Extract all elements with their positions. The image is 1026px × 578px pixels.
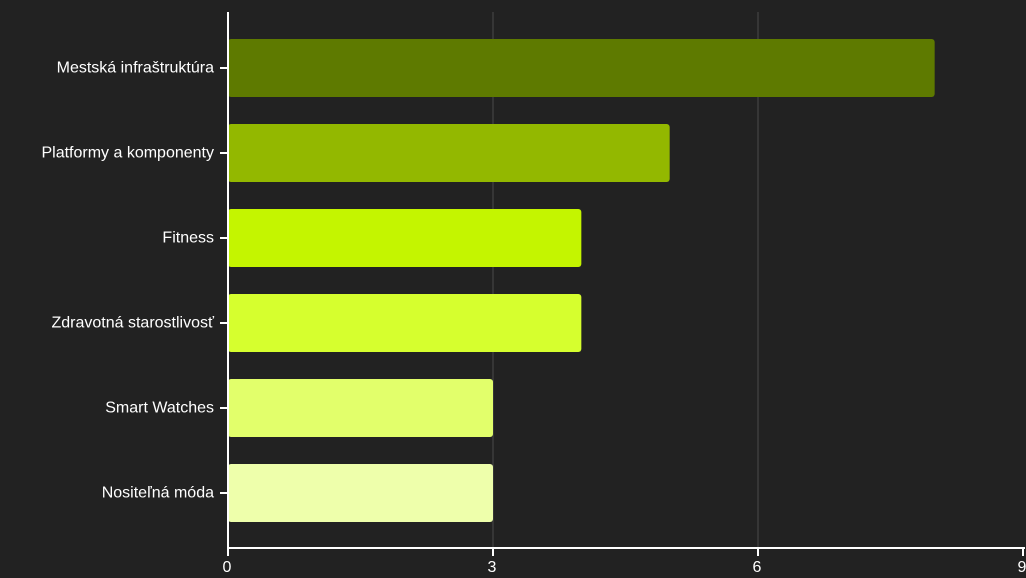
bar-4 [228, 379, 493, 437]
grid-lines [492, 12, 759, 548]
category-label: Nositeľná móda [102, 485, 214, 502]
bar-1 [228, 124, 670, 182]
bars [228, 39, 935, 522]
category-label: Fitness [162, 230, 214, 247]
axes [220, 12, 1025, 556]
x-tick-label: 6 [753, 559, 762, 576]
x-tick-label: 9 [1018, 559, 1026, 576]
category-label: Platformy a komponenty [41, 145, 214, 162]
x-tick-label: 0 [223, 559, 232, 576]
labels: Mestská infraštruktúra Platformy a kompon… [41, 60, 1026, 577]
category-label: Mestská infraštruktúra [57, 60, 214, 77]
x-tick-label: 3 [488, 559, 497, 576]
bar-0 [228, 39, 935, 97]
bar-2 [228, 209, 582, 267]
category-label: Smart Watches [105, 400, 214, 417]
bar-3 [228, 294, 582, 352]
category-label: Zdravotná starostlivosť [51, 315, 215, 332]
bar-5 [228, 464, 493, 522]
